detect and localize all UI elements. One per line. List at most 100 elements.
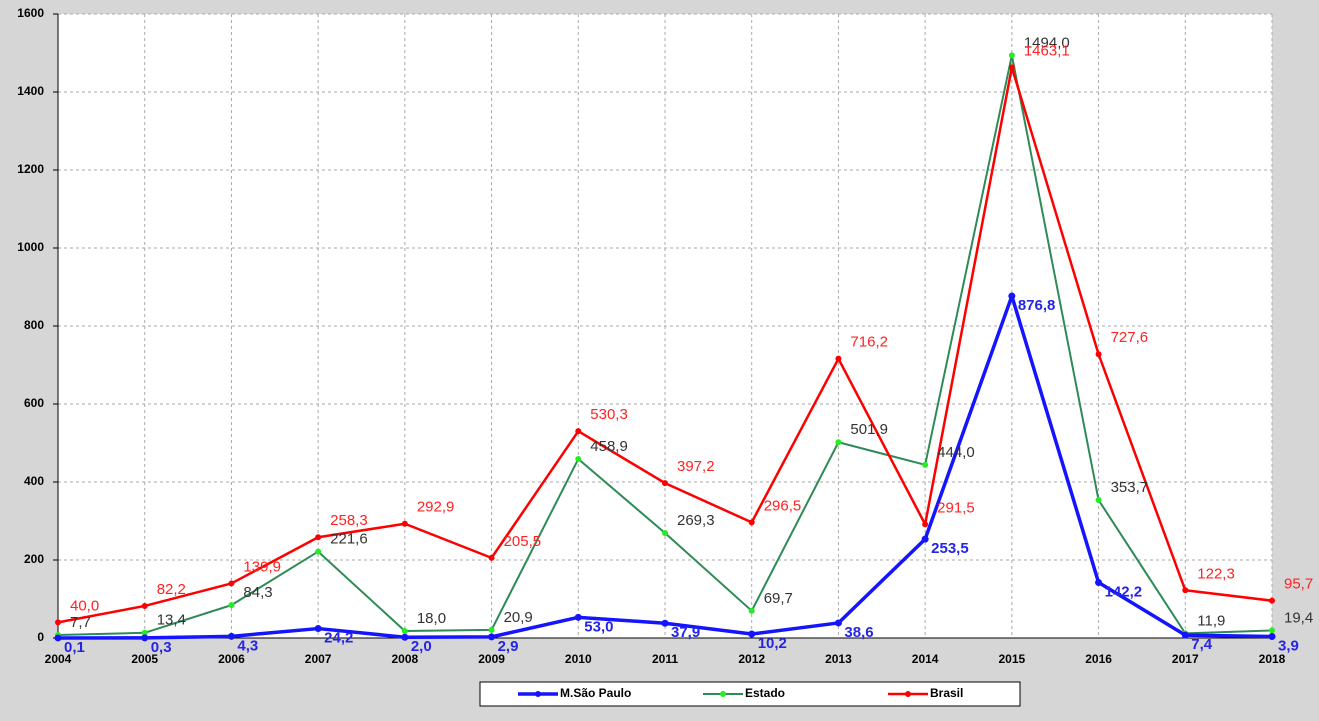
point-marker bbox=[574, 613, 582, 621]
point-marker bbox=[488, 554, 495, 561]
x-tick-label: 2004 bbox=[45, 652, 72, 666]
point-marker bbox=[834, 619, 842, 627]
value-label: 7,7 bbox=[70, 614, 91, 631]
value-label: 727,6 bbox=[1111, 329, 1149, 346]
value-label: 3,9 bbox=[1278, 637, 1299, 654]
value-label: 353,7 bbox=[1111, 479, 1149, 496]
value-label: 530,3 bbox=[590, 406, 628, 423]
point-marker bbox=[401, 520, 408, 527]
x-tick-label: 2018 bbox=[1259, 652, 1286, 666]
point-marker bbox=[1181, 631, 1189, 639]
point-marker bbox=[835, 355, 842, 362]
y-tick-label: 1200 bbox=[17, 162, 44, 176]
value-label: 53,0 bbox=[584, 618, 613, 635]
legend-marker bbox=[535, 691, 541, 697]
point-marker bbox=[401, 627, 408, 634]
x-tick-label: 2015 bbox=[999, 652, 1026, 666]
y-tick-label: 600 bbox=[24, 396, 44, 410]
value-label: 291,5 bbox=[937, 499, 975, 516]
value-label: 18,0 bbox=[417, 610, 446, 627]
legend-marker bbox=[720, 691, 726, 697]
legend-marker bbox=[905, 691, 911, 697]
point-marker bbox=[54, 634, 62, 642]
value-label: 296,5 bbox=[764, 497, 802, 514]
value-label: 69,7 bbox=[764, 590, 793, 607]
legend-label: Estado bbox=[745, 686, 785, 700]
legend-label: Brasil bbox=[930, 686, 963, 700]
point-marker bbox=[228, 580, 235, 587]
point-marker bbox=[835, 439, 842, 446]
value-label: 221,6 bbox=[330, 531, 368, 548]
x-tick-label: 2009 bbox=[478, 652, 505, 666]
value-label: 95,7 bbox=[1284, 576, 1313, 593]
legend-label: M.São Paulo bbox=[560, 686, 631, 700]
value-label: 2,0 bbox=[411, 638, 432, 655]
y-tick-label: 1600 bbox=[17, 6, 44, 20]
x-tick-label: 2005 bbox=[131, 652, 158, 666]
value-label: 2,9 bbox=[498, 638, 519, 655]
x-tick-label: 2013 bbox=[825, 652, 852, 666]
y-tick-label: 1400 bbox=[17, 84, 44, 98]
value-label: 397,2 bbox=[677, 458, 715, 475]
point-marker bbox=[1269, 627, 1275, 634]
value-label: 876,8 bbox=[1018, 297, 1056, 314]
value-label: 0,3 bbox=[151, 639, 172, 656]
point-marker bbox=[315, 548, 322, 555]
value-label: 84,3 bbox=[243, 584, 272, 601]
value-label: 7,4 bbox=[1191, 636, 1213, 653]
point-marker bbox=[1182, 587, 1189, 594]
value-label: 292,9 bbox=[417, 499, 455, 516]
point-marker bbox=[748, 519, 755, 526]
value-label: 0,1 bbox=[64, 639, 85, 656]
point-marker bbox=[488, 626, 495, 633]
point-marker bbox=[488, 633, 496, 641]
point-marker bbox=[575, 456, 582, 463]
point-marker bbox=[748, 607, 755, 614]
point-marker bbox=[141, 602, 148, 609]
point-marker bbox=[1008, 292, 1016, 300]
point-marker bbox=[661, 619, 669, 627]
value-label: 20,9 bbox=[504, 609, 533, 626]
point-marker bbox=[1268, 632, 1276, 640]
value-label: 38,6 bbox=[844, 624, 873, 641]
point-marker bbox=[1008, 64, 1015, 71]
point-marker bbox=[315, 534, 322, 541]
x-tick-label: 2016 bbox=[1085, 652, 1112, 666]
y-tick-label: 400 bbox=[24, 474, 44, 488]
x-tick-label: 2014 bbox=[912, 652, 939, 666]
value-label: 444,0 bbox=[937, 444, 975, 461]
point-marker bbox=[575, 428, 582, 435]
x-tick-label: 2008 bbox=[392, 652, 419, 666]
legend-box bbox=[479, 681, 1021, 707]
value-label: 122,3 bbox=[1197, 565, 1235, 582]
value-label: 458,9 bbox=[590, 438, 628, 455]
x-tick-label: 2011 bbox=[652, 652, 678, 666]
point-marker bbox=[314, 625, 322, 633]
value-label: 205,5 bbox=[504, 533, 542, 550]
point-marker bbox=[922, 461, 929, 468]
point-marker bbox=[141, 629, 148, 636]
value-label: 501,9 bbox=[850, 421, 888, 438]
value-label: 10,2 bbox=[758, 635, 787, 652]
y-tick-label: 200 bbox=[24, 552, 44, 566]
y-tick-label: 1000 bbox=[17, 240, 44, 254]
point-marker bbox=[401, 633, 409, 641]
value-label: 82,2 bbox=[157, 581, 186, 598]
x-tick-label: 2007 bbox=[305, 652, 332, 666]
point-marker bbox=[921, 535, 929, 543]
value-label: 1494,0 bbox=[1024, 34, 1070, 51]
value-label: 1463,1 bbox=[1024, 42, 1070, 59]
value-label: 258,3 bbox=[330, 512, 368, 529]
point-marker bbox=[1269, 597, 1275, 604]
value-label: 11,9 bbox=[1197, 612, 1225, 629]
value-label: 13,4 bbox=[157, 612, 186, 629]
value-label: 19,4 bbox=[1284, 609, 1313, 626]
value-label: 37,9 bbox=[671, 624, 700, 641]
value-label: 142,2 bbox=[1105, 584, 1143, 601]
y-tick-label: 0 bbox=[37, 630, 44, 644]
x-tick-label: 2006 bbox=[218, 652, 245, 666]
point-marker bbox=[922, 521, 929, 528]
value-label: 139,9 bbox=[243, 558, 281, 575]
